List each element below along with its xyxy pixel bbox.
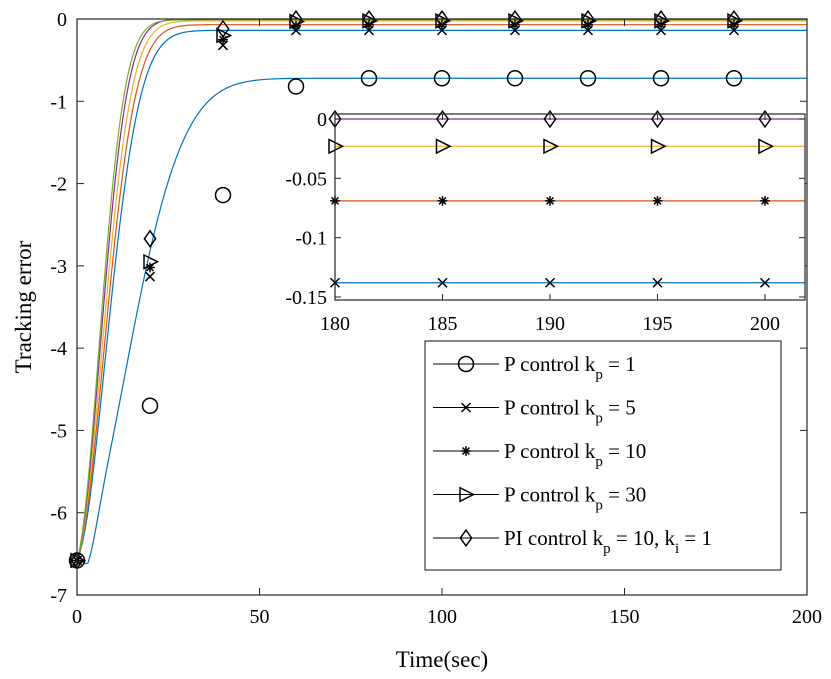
inset-marker-series-0 [759, 277, 771, 288]
y-tick-label: -2 [50, 174, 67, 196]
legend-label: P control kp = 1 [504, 352, 636, 383]
inset-marker-series-0 [652, 277, 663, 288]
inset-plot: 180 185 190 195 200 0 -0.05 -0.1 -0.15 [285, 109, 806, 335]
marker-series-3 [216, 27, 233, 44]
main-markers [68, 9, 744, 570]
marker-series-4 [581, 9, 595, 29]
inset-marker-series-2 [758, 138, 775, 155]
legend-item: PI control kp = 10, ki = 1 [433, 526, 712, 557]
marker-series-0 [579, 69, 597, 87]
y-tick-label: -6 [50, 503, 67, 525]
curve-series-0 [76, 77, 807, 565]
marker-series-0 [433, 69, 451, 87]
marker-series-4 [362, 9, 376, 29]
legend-item: P control kp = 30 [433, 483, 646, 514]
marker-series-4 [727, 9, 741, 29]
inset-marker-series-0 [544, 277, 556, 288]
inset-y-tick-label: 0 [317, 109, 327, 131]
marker-series-4 [654, 9, 668, 29]
inset-marker-series-3 [543, 109, 557, 129]
marker-series-0 [287, 78, 305, 95]
marker-series-3 [727, 12, 744, 29]
marker-series-1 [144, 271, 156, 282]
inset-x-tick-label: 200 [750, 313, 780, 335]
marker-series-3 [362, 12, 379, 29]
legend-marker [459, 528, 473, 548]
x-axis-label: Time(sec) [396, 647, 488, 672]
marker-series-3 [508, 12, 525, 29]
marker-series-0 [506, 69, 524, 87]
marker-series-0 [141, 397, 159, 414]
inset-background [335, 114, 805, 300]
inset-frame [334, 113, 806, 301]
inset-marker-series-1 [545, 196, 555, 206]
inset-y-tick-label: -0.05 [285, 168, 327, 190]
inset-marker-series-1 [652, 196, 663, 206]
marker-series-0 [214, 186, 232, 204]
marker-series-0 [725, 69, 743, 87]
marker-series-4 [508, 9, 522, 29]
y-axis-label: Tracking error [11, 240, 36, 373]
inset-marker-series-3 [435, 109, 450, 129]
x-tick-label: 0 [72, 606, 82, 628]
inset-y-tick-label: -0.1 [295, 228, 327, 250]
legend-marker [461, 446, 471, 456]
main-tick-labels: 0 50 100 150 200 0 -1 -2 -3 -4 -5 -6 -7 [50, 9, 822, 628]
y-tick-label: -4 [50, 338, 67, 360]
marker-series-4 [435, 9, 449, 29]
legend-marker [460, 402, 472, 413]
marker-series-4 [289, 9, 303, 29]
legend-item: P control kp = 1 [433, 352, 636, 383]
inset-marker-series-3 [650, 109, 665, 129]
x-tick-label: 200 [792, 606, 822, 628]
legend-item: P control kp = 5 [433, 396, 636, 427]
inset-marker-series-1 [760, 196, 770, 206]
inset-marker-series-1 [437, 196, 448, 206]
marker-series-3 [581, 12, 598, 29]
inset-x-tick-label: 185 [428, 313, 458, 335]
marker-series-0 [652, 69, 670, 87]
inset-marker-series-2 [543, 138, 560, 155]
marker-series-4 [143, 229, 157, 248]
y-tick-label: -5 [50, 420, 67, 442]
legend-marker [457, 355, 475, 373]
legend: P control kp = 1 P control kp = 5 P contro… [424, 340, 782, 571]
y-tick-label: 0 [57, 9, 67, 31]
inset-marker-series-0 [437, 277, 448, 288]
inset-marker-series-2 [328, 138, 345, 155]
inset-y-tick-label: -0.15 [285, 287, 327, 309]
x-tick-label: 50 [250, 606, 270, 628]
inset-x-tick-label: 195 [643, 313, 673, 335]
inset-marker-series-2 [435, 138, 452, 155]
legend-label: P control kp = 30 [504, 483, 646, 514]
inset-x-tick-label: 180 [320, 313, 350, 335]
x-tick-label: 150 [610, 606, 640, 628]
legend-box [424, 340, 782, 571]
y-tick-label: -1 [50, 91, 67, 113]
marker-series-3 [654, 12, 671, 29]
legend-label: P control kp = 5 [504, 396, 636, 427]
marker-series-4 [216, 19, 230, 39]
y-tick-label: -3 [50, 256, 67, 278]
marker-series-0 [360, 69, 378, 87]
legend-item: P control kp = 10 [433, 439, 646, 470]
marker-series-3 [435, 12, 452, 29]
marker-series-2 [145, 262, 155, 273]
inset-markers [328, 109, 775, 288]
legend-marker [459, 486, 476, 503]
legend-label: P control kp = 10 [504, 439, 646, 470]
x-tick-label: 100 [427, 606, 457, 628]
inset-marker-series-2 [650, 138, 667, 155]
legend-label: PI control kp = 10, ki = 1 [504, 526, 712, 557]
inset-marker-series-3 [758, 109, 772, 129]
marker-series-3 [143, 253, 160, 270]
inset-x-tick-label: 190 [535, 313, 565, 335]
inset-tick-labels: 180 185 190 195 200 0 -0.05 -0.1 -0.15 [285, 109, 805, 335]
y-tick-label: -7 [50, 585, 67, 607]
inset-lines [335, 118, 805, 284]
